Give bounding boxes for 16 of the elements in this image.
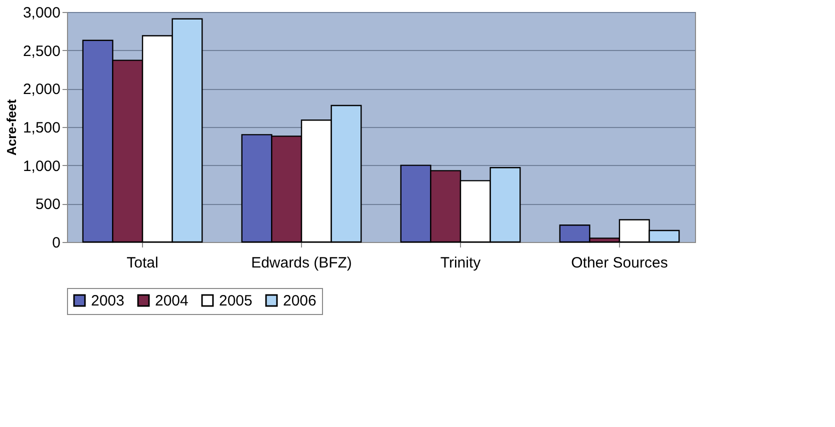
y-tick-label: 2,500 bbox=[22, 42, 60, 60]
legend-label: 2003 bbox=[91, 292, 124, 310]
y-axis-title: Acre-feet bbox=[4, 98, 19, 156]
legend-label: 2006 bbox=[283, 292, 316, 310]
y-tick-label: 500 bbox=[35, 196, 60, 214]
y-tick-label: 1,000 bbox=[22, 158, 60, 175]
y-tick-label: 3,000 bbox=[22, 4, 60, 22]
legend-label: 2004 bbox=[155, 292, 188, 310]
legend-label: 2005 bbox=[219, 292, 252, 310]
x-tick-label: Edwards (BFZ) bbox=[251, 254, 352, 272]
x-tick-label: Trinity bbox=[440, 254, 482, 272]
y-tick-label: 2,000 bbox=[22, 81, 60, 98]
y-tick-label: 1,500 bbox=[22, 120, 60, 136]
x-tick-label: Other Sources bbox=[571, 254, 668, 272]
y-tick-label: 0 bbox=[52, 234, 60, 252]
x-tick-label: Total bbox=[126, 254, 158, 272]
